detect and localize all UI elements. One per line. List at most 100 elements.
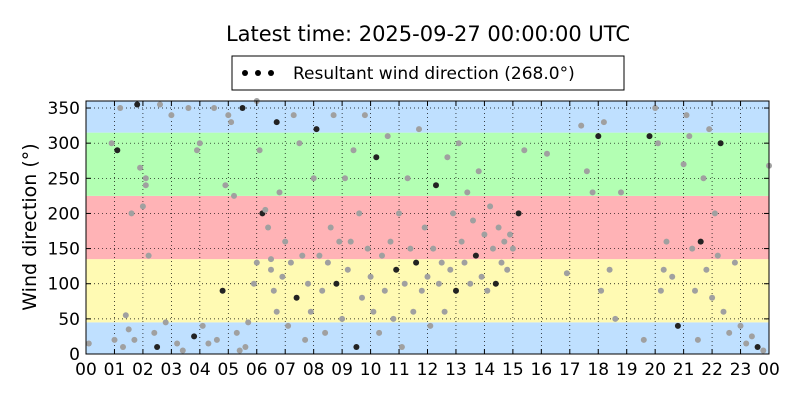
data-point (350, 147, 357, 154)
data-point (683, 112, 690, 119)
data-point (441, 308, 448, 315)
data-point (324, 259, 331, 266)
data-point (319, 287, 326, 294)
data-point (461, 259, 468, 266)
data-point (239, 105, 246, 111)
data-point (458, 238, 465, 245)
data-point (157, 101, 163, 108)
data-point (689, 245, 696, 252)
data-point (731, 259, 738, 266)
data-point (393, 266, 400, 273)
data-point (191, 333, 198, 340)
y-tick-label: 0 (69, 345, 80, 365)
data-point (743, 340, 750, 347)
data-point (598, 287, 605, 294)
y-tick-label: 250 (48, 169, 80, 189)
data-point (373, 154, 380, 161)
data-point (563, 270, 570, 277)
x-tick-label: 03 (161, 360, 183, 380)
data-point (253, 259, 260, 266)
data-point (711, 210, 718, 217)
data-point (316, 252, 323, 259)
data-point (487, 203, 494, 210)
data-point (600, 119, 607, 126)
data-point (270, 287, 277, 294)
data-point (250, 280, 257, 287)
data-point (464, 189, 471, 196)
y-axis-label: Wind direction (°) (19, 143, 41, 310)
chart-title: Latest time: 2025-09-27 00:00:00 UTC (226, 22, 630, 46)
data-point (179, 347, 186, 354)
x-tick-label: 00 (758, 360, 780, 380)
data-point (131, 336, 138, 343)
data-point (754, 344, 761, 350)
data-point (697, 238, 704, 245)
data-point (142, 182, 149, 189)
data-point (225, 112, 232, 119)
data-point (652, 105, 659, 111)
data-points (85, 98, 772, 354)
data-point (410, 308, 417, 315)
data-point (379, 252, 385, 259)
data-point (404, 175, 411, 182)
data-point (717, 140, 724, 147)
data-point (450, 210, 457, 217)
data-point (430, 245, 437, 252)
direction-band (86, 322, 769, 354)
data-point (455, 140, 462, 147)
data-point (507, 231, 513, 238)
y-tick-label: 200 (48, 204, 80, 224)
data-point (233, 329, 240, 336)
data-point (657, 287, 664, 294)
data-point (85, 340, 92, 347)
data-point (418, 287, 425, 294)
data-point (686, 133, 693, 140)
y-tick-label: 300 (48, 134, 80, 154)
data-point (737, 322, 744, 329)
data-point (262, 206, 269, 213)
data-point (370, 308, 377, 315)
data-point (137, 164, 144, 171)
data-point (490, 245, 496, 252)
data-point (544, 150, 550, 157)
data-point (142, 175, 149, 182)
data-point (268, 266, 274, 273)
x-tick-label: 00 (75, 360, 97, 380)
data-point (501, 238, 508, 245)
data-point (256, 147, 263, 154)
x-tick-label: 15 (502, 360, 524, 380)
data-point (273, 119, 280, 126)
legend-marker (242, 70, 248, 76)
data-point (481, 231, 488, 238)
data-point (213, 336, 220, 343)
data-point (478, 273, 485, 280)
data-point (484, 287, 491, 294)
data-point (242, 344, 249, 350)
data-point (413, 259, 420, 266)
legend-marker (268, 70, 274, 76)
data-point (361, 112, 368, 119)
data-point (114, 147, 121, 154)
data-point (427, 322, 434, 329)
data-point (381, 287, 388, 294)
data-point (174, 340, 181, 347)
data-point (475, 168, 482, 175)
data-point (433, 182, 439, 189)
data-point (655, 140, 661, 147)
legend-label: Resultant wind direction (268.0°) (293, 64, 575, 84)
data-point (120, 344, 126, 350)
data-point (219, 287, 226, 294)
data-point (285, 322, 292, 329)
data-point (694, 336, 701, 343)
data-point (347, 238, 354, 245)
data-point (268, 256, 274, 263)
data-point (128, 210, 135, 217)
data-point (236, 347, 243, 354)
data-point (578, 122, 585, 129)
data-point (359, 294, 365, 301)
data-point (618, 189, 624, 196)
data-point (700, 175, 707, 182)
data-point (310, 175, 317, 182)
data-point (145, 252, 152, 259)
